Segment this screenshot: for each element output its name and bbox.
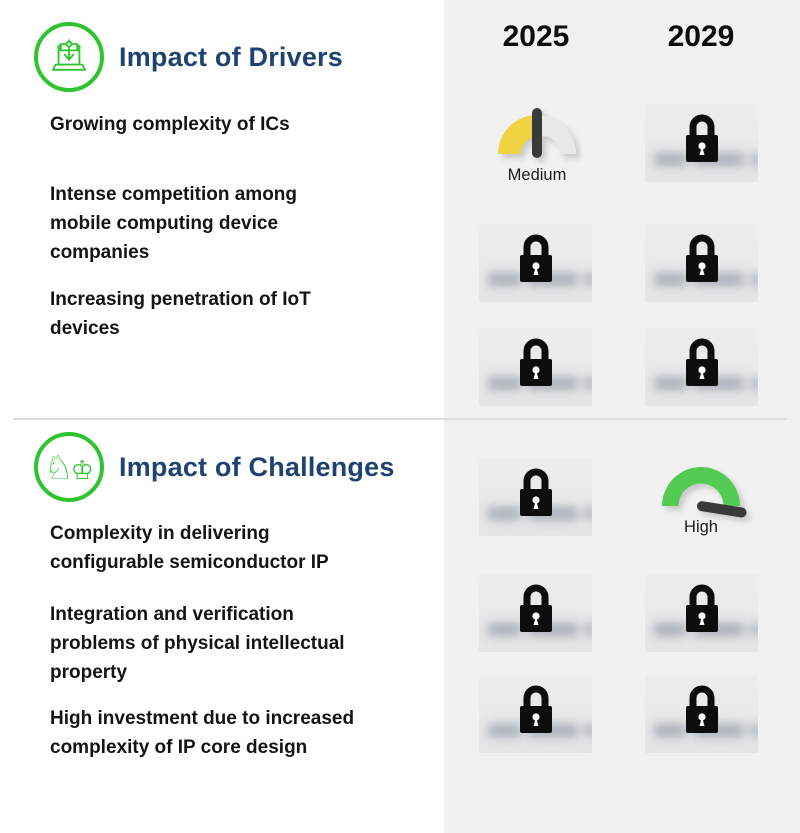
locked-impact-cell[interactable] <box>479 224 592 302</box>
chess-knight-glyph: ♘ <box>44 447 74 487</box>
impact-gauge-medium: Medium <box>488 102 586 185</box>
section-title: Impact of Challenges <box>119 451 395 482</box>
padlock-icon <box>519 234 552 282</box>
redacted-text <box>654 622 758 637</box>
driver-item-1: Growing complexity of ICs <box>50 114 290 135</box>
drivers-section-header: Impact of Drivers <box>34 22 343 92</box>
gauge-label: High <box>684 518 718 536</box>
gauge-needle <box>532 108 542 158</box>
chess-king-glyph: ♔ <box>70 455 94 486</box>
laptop-circuit-download-icon <box>34 22 104 92</box>
gauge-medium-dial <box>498 108 576 158</box>
column-header-2029: 2029 <box>667 20 735 53</box>
padlock-icon <box>685 338 718 386</box>
driver-item-2: Intense competition among mobile computi… <box>50 184 298 263</box>
padlock-icon <box>519 584 552 632</box>
gauge-high-dial <box>662 467 747 518</box>
gauge-needle <box>696 501 747 518</box>
locked-impact-cell[interactable] <box>479 328 592 406</box>
challenge-item-3: High investment due to increased complex… <box>50 708 355 758</box>
padlock-icon <box>685 584 718 632</box>
column-header-2025: 2025 <box>502 20 570 53</box>
chess-pieces-icon: ♘ ♔ <box>34 432 104 502</box>
locked-impact-cell[interactable] <box>479 458 592 536</box>
locked-impact-cell[interactable] <box>479 675 592 753</box>
locked-impact-cell[interactable] <box>645 574 758 652</box>
section-divider <box>13 418 787 420</box>
challenges-section-header: ♘ ♔ Impact of Challenges <box>34 432 395 502</box>
challenge-item-1: Complexity in delivering configurable se… <box>50 523 329 573</box>
impact-gauge-high: High <box>652 454 750 537</box>
locked-impact-cell[interactable] <box>645 675 758 753</box>
padlock-icon <box>685 234 718 282</box>
padlock-icon <box>519 338 552 386</box>
section-title: Impact of Drivers <box>119 41 343 72</box>
locked-impact-cell[interactable] <box>645 328 758 406</box>
locked-impact-cell[interactable] <box>645 104 758 182</box>
padlock-icon <box>519 685 552 733</box>
padlock-icon <box>685 114 718 162</box>
padlock-icon <box>685 685 718 733</box>
gauge-label: Medium <box>507 166 567 184</box>
driver-item-3: Increasing penetration of IoT devices <box>50 289 311 339</box>
locked-impact-cell[interactable] <box>645 224 758 302</box>
challenge-item-2: Integration and verification problems of… <box>50 604 345 683</box>
locked-impact-cell[interactable] <box>479 574 592 652</box>
padlock-icon <box>519 468 552 516</box>
